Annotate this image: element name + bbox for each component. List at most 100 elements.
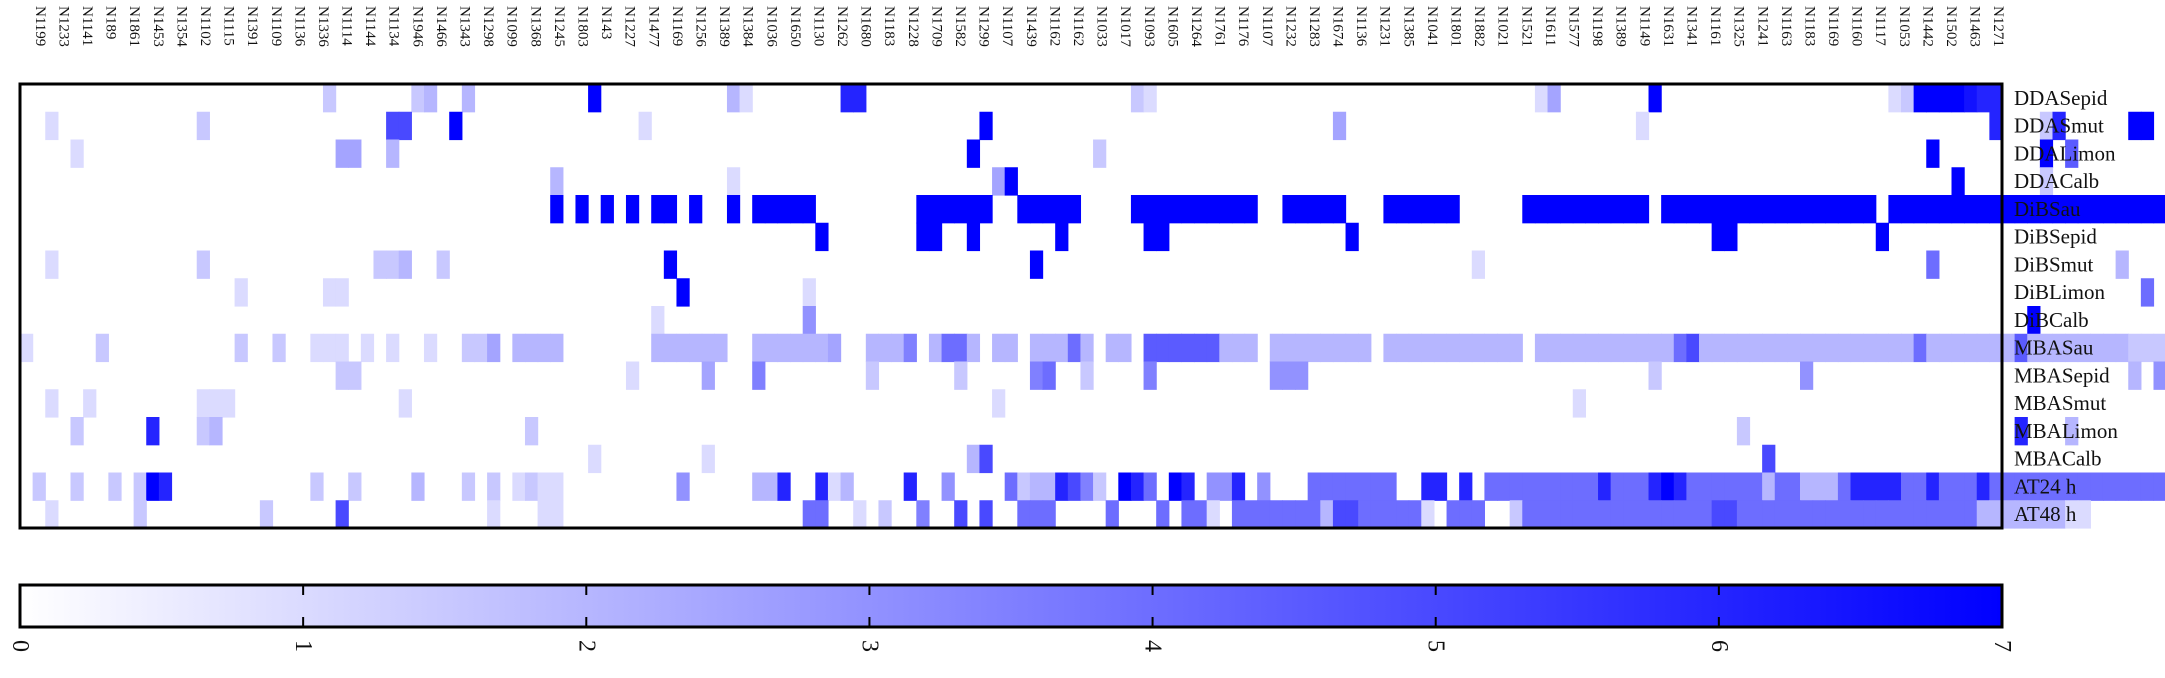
column-label: N1605: [1164, 6, 1180, 47]
heatmap-cell: [941, 333, 955, 363]
heatmap-cell: [1913, 333, 1927, 363]
heatmap-cell: [1295, 361, 1309, 390]
heatmap-cell: [1522, 195, 1536, 224]
heatmap-cell: [1421, 472, 1435, 501]
heatmap-cell: [1989, 472, 2003, 501]
heatmap-cell: [234, 333, 248, 363]
colorbar-tick-label: 5: [1423, 640, 1449, 652]
heatmap-cell: [1749, 500, 1763, 529]
heatmap-cell: [2039, 500, 2054, 529]
heatmap-cell: [1421, 500, 1435, 529]
heatmap-cell: [1042, 500, 1056, 529]
heatmap-cell: [1901, 333, 1915, 363]
heatmap-cell: [1699, 333, 1713, 363]
heatmap-cell: [1635, 195, 1650, 224]
heatmap-cell: [524, 333, 539, 363]
heatmap-cell: [398, 389, 412, 418]
heatmap-cell: [1724, 195, 1738, 224]
heatmap-cell: [1295, 500, 1309, 529]
heatmap-cell: [1976, 195, 1990, 224]
heatmap-cell: [1812, 500, 1826, 529]
heatmap-cell: [1711, 472, 1725, 501]
heatmap-cell: [512, 472, 526, 501]
heatmap-cell: [651, 333, 665, 363]
heatmap-cell: [1926, 139, 1940, 168]
heatmap-cell: [1029, 333, 1044, 363]
heatmap-cell: [764, 195, 779, 224]
heatmap-cell: [2039, 111, 2054, 141]
heatmap-cell: [1231, 500, 1246, 529]
column-labels: N1199 N1233 N1141 N189 N1861 N1453 N1354 N1102 N…: [32, 6, 2006, 47]
heatmap-cell: [1459, 333, 1473, 363]
row-label: DDASepid: [2014, 86, 2108, 110]
heatmap-cell: [1320, 195, 1334, 224]
heatmap-cell: [1888, 195, 1902, 224]
heatmap-cell: [1989, 500, 2003, 529]
heatmap-cell: [1522, 472, 1536, 501]
heatmap-cell: [1888, 333, 1902, 363]
column-label: N1228: [905, 6, 921, 47]
column-label: N1232: [1282, 6, 1298, 47]
column-label: N1343: [457, 6, 473, 47]
heatmap-cell: [1787, 500, 1801, 529]
row-label: DDALimon: [2014, 141, 2116, 165]
heatmap-cell: [1383, 472, 1397, 501]
heatmap-cell: [2077, 500, 2091, 529]
heatmap-cell: [2077, 472, 2091, 501]
column-label: N1183: [1801, 6, 1817, 46]
column-label: N1463: [1967, 6, 1983, 47]
heatmap-cell: [2027, 306, 2041, 335]
heatmap-cell: [348, 139, 362, 168]
heatmap-cell: [1736, 195, 1751, 224]
heatmap-cell: [1396, 195, 1410, 224]
heatmap-cell: [1156, 222, 1170, 252]
column-label: N1053: [1896, 6, 1912, 47]
row-label: DiBSepid: [2014, 225, 2097, 249]
column-label: N1162: [1070, 6, 1086, 46]
column-label: N1264: [1188, 6, 1204, 47]
heatmap-cell: [815, 333, 829, 363]
heatmap-cell: [726, 84, 741, 113]
heatmap-cell: [2090, 472, 2104, 501]
heatmap-cell: [575, 195, 589, 224]
column-label: N1017: [1117, 6, 1133, 47]
column-label: N1577: [1565, 6, 1581, 47]
heatmap-cell: [1383, 333, 1397, 363]
heatmap-cell: [1774, 472, 1788, 501]
heatmap-cell: [1181, 472, 1195, 501]
heatmap-cell: [979, 444, 993, 474]
heatmap-cell: [1345, 500, 1359, 529]
heatmap-cell: [1080, 333, 1094, 363]
heatmap-cell: [752, 333, 766, 363]
heatmap-cell: [1421, 333, 1435, 363]
heatmap-cell: [1156, 500, 1170, 529]
heatmap-cell: [752, 472, 766, 501]
heatmap-cell: [1105, 333, 1119, 363]
heatmap-cell: [2153, 361, 2165, 390]
heatmap-cell: [1837, 333, 1852, 363]
heatmap-cell: [1888, 472, 1902, 501]
heatmap-cell: [1055, 195, 1069, 224]
heatmap-cell: [790, 333, 804, 363]
row-label: MBALimon: [2014, 419, 2118, 443]
heatmap-cell: [1471, 250, 1485, 279]
heatmap-cell: [1762, 472, 1776, 501]
heatmap-cell: [1004, 333, 1018, 363]
column-label: N1521: [1518, 6, 1534, 47]
heatmap-cell: [625, 361, 640, 390]
heatmap-cell: [310, 472, 324, 501]
heatmap-cell: [70, 417, 84, 446]
heatmap-cell: [1093, 139, 1107, 168]
heatmap-cell: [954, 361, 968, 390]
heatmap-cell: [1661, 472, 1675, 501]
heatmap-cell: [1560, 195, 1574, 224]
heatmap-cell: [1446, 195, 1460, 224]
row-label: MBASau: [2014, 336, 2094, 360]
colorbar-tick-label: 1: [290, 640, 316, 652]
heatmap-cell: [1787, 472, 1801, 501]
heatmap-cell: [2039, 167, 2054, 196]
heatmap-cell: [1231, 472, 1246, 501]
heatmap-cell: [20, 333, 34, 363]
heatmap-cell: [903, 472, 917, 501]
heatmap-cell: [146, 472, 160, 501]
